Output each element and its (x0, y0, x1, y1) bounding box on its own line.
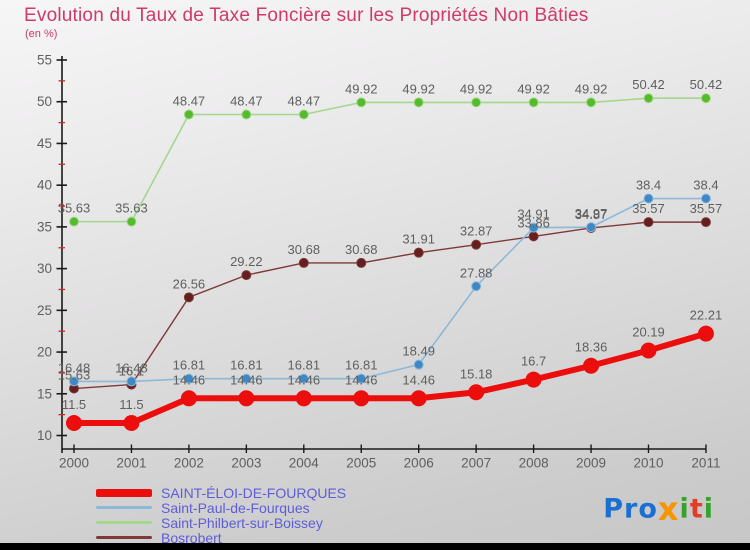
svg-text:14.46: 14.46 (288, 372, 321, 387)
svg-text:2005: 2005 (346, 456, 376, 471)
svg-text:2004: 2004 (289, 456, 320, 471)
svg-text:14.46: 14.46 (402, 372, 435, 387)
proxiti-logo: Proxiti (603, 490, 714, 528)
page-subtitle: (en %) (25, 28, 58, 40)
svg-text:50.42: 50.42 (690, 77, 723, 92)
svg-text:49.92: 49.92 (517, 81, 550, 96)
legend-swatch-saint-philbert (96, 521, 152, 524)
svg-text:15.63: 15.63 (58, 368, 91, 383)
svg-text:30.68: 30.68 (345, 242, 378, 257)
svg-text:35.57: 35.57 (632, 201, 665, 216)
svg-text:25: 25 (37, 303, 52, 318)
svg-text:29.22: 29.22 (230, 254, 263, 269)
svg-text:34.97: 34.97 (575, 206, 608, 221)
logo-letter: Pro (603, 493, 658, 525)
logo-letter: i (679, 493, 690, 525)
page-title: Evolution du Taux de Taxe Foncière sur l… (24, 5, 589, 26)
svg-text:18.36: 18.36 (575, 340, 608, 355)
legend-item: SAINT-ÉLOI-DE-FOURQUES (96, 485, 346, 500)
svg-text:20.19: 20.19 (632, 324, 665, 339)
svg-text:50.42: 50.42 (632, 77, 665, 92)
legend-label: SAINT-ÉLOI-DE-FOURQUES (161, 484, 347, 501)
svg-text:11.5: 11.5 (119, 397, 143, 412)
svg-text:33.86: 33.86 (517, 215, 550, 230)
bottom-bar (0, 543, 750, 550)
svg-text:49.92: 49.92 (575, 81, 608, 96)
svg-text:35.57: 35.57 (690, 201, 723, 216)
svg-text:2007: 2007 (461, 456, 491, 471)
legend-item: Saint-Philbert-sur-Boissey (96, 515, 346, 530)
svg-text:34.91: 34.91 (517, 207, 550, 222)
svg-text:50: 50 (37, 94, 52, 109)
legend-swatch-bosrobert (96, 536, 152, 539)
svg-text:30: 30 (37, 261, 52, 276)
svg-text:48.47: 48.47 (230, 93, 263, 108)
svg-text:16.81: 16.81 (173, 358, 206, 373)
legend-label: Bosrobert (161, 529, 222, 546)
legend-item: Bosrobert (96, 530, 346, 545)
svg-text:31.91: 31.91 (402, 232, 435, 247)
legend-label: Saint-Paul-de-Fourques (161, 499, 310, 516)
svg-text:16.1: 16.1 (119, 364, 144, 379)
legend-item: Saint-Paul-de-Fourques (96, 500, 346, 515)
svg-text:49.92: 49.92 (402, 81, 435, 96)
svg-text:2003: 2003 (231, 456, 261, 471)
logo-letter: x (657, 490, 680, 528)
svg-text:15.18: 15.18 (460, 366, 493, 381)
svg-text:11.5: 11.5 (62, 397, 86, 412)
svg-text:35.63: 35.63 (58, 201, 91, 216)
svg-text:14.46: 14.46 (173, 372, 206, 387)
svg-text:27.88: 27.88 (460, 265, 493, 280)
chart-canvas: 10 15 20 25 30 35 40 45 50 55 2000 2001 2002 2003 2004… (37, 53, 723, 471)
svg-text:2002: 2002 (174, 456, 204, 471)
svg-text:38.4: 38.4 (636, 178, 661, 193)
svg-text:40: 40 (37, 178, 52, 193)
svg-text:35: 35 (37, 219, 52, 234)
svg-text:14.46: 14.46 (230, 372, 263, 387)
logo-letter: t (689, 493, 704, 525)
svg-text:30.68: 30.68 (288, 242, 321, 257)
svg-text:38.4: 38.4 (693, 178, 718, 193)
logo-letter: i (703, 493, 714, 525)
svg-text:14.46: 14.46 (345, 372, 378, 387)
svg-text:2010: 2010 (633, 456, 663, 471)
legend-swatch-saint-paul (96, 506, 152, 509)
svg-text:16.81: 16.81 (288, 358, 321, 373)
svg-text:22.21: 22.21 (690, 308, 723, 323)
svg-text:16.48: 16.48 (115, 360, 148, 375)
svg-text:26.56: 26.56 (173, 276, 206, 291)
svg-text:48.47: 48.47 (288, 93, 321, 108)
svg-text:16.81: 16.81 (230, 358, 263, 373)
svg-text:20: 20 (37, 345, 52, 360)
svg-text:2006: 2006 (404, 456, 434, 471)
svg-text:2000: 2000 (59, 456, 89, 471)
chart-legend: SAINT-ÉLOI-DE-FOURQUES Saint-Paul-de-Fou… (96, 485, 346, 545)
svg-text:32.87: 32.87 (460, 224, 493, 239)
svg-text:34.87: 34.87 (575, 207, 608, 222)
svg-text:18.49: 18.49 (402, 344, 435, 359)
svg-text:16.7: 16.7 (521, 354, 546, 369)
svg-text:10: 10 (37, 428, 52, 443)
svg-text:16.81: 16.81 (345, 358, 378, 373)
svg-text:15: 15 (37, 386, 52, 401)
svg-text:49.92: 49.92 (460, 81, 493, 96)
svg-text:55: 55 (37, 53, 52, 68)
svg-text:35.63: 35.63 (115, 201, 148, 216)
svg-text:48.47: 48.47 (173, 93, 206, 108)
svg-text:45: 45 (37, 136, 52, 151)
legend-label: Saint-Philbert-sur-Boissey (161, 514, 323, 531)
svg-text:2001: 2001 (116, 456, 146, 471)
svg-text:2008: 2008 (519, 456, 549, 471)
svg-text:2009: 2009 (576, 456, 606, 471)
svg-text:49.92: 49.92 (345, 81, 378, 96)
legend-swatch-saint-eloi (96, 488, 152, 497)
svg-text:16.48: 16.48 (58, 360, 91, 375)
svg-text:2011: 2011 (691, 456, 720, 471)
